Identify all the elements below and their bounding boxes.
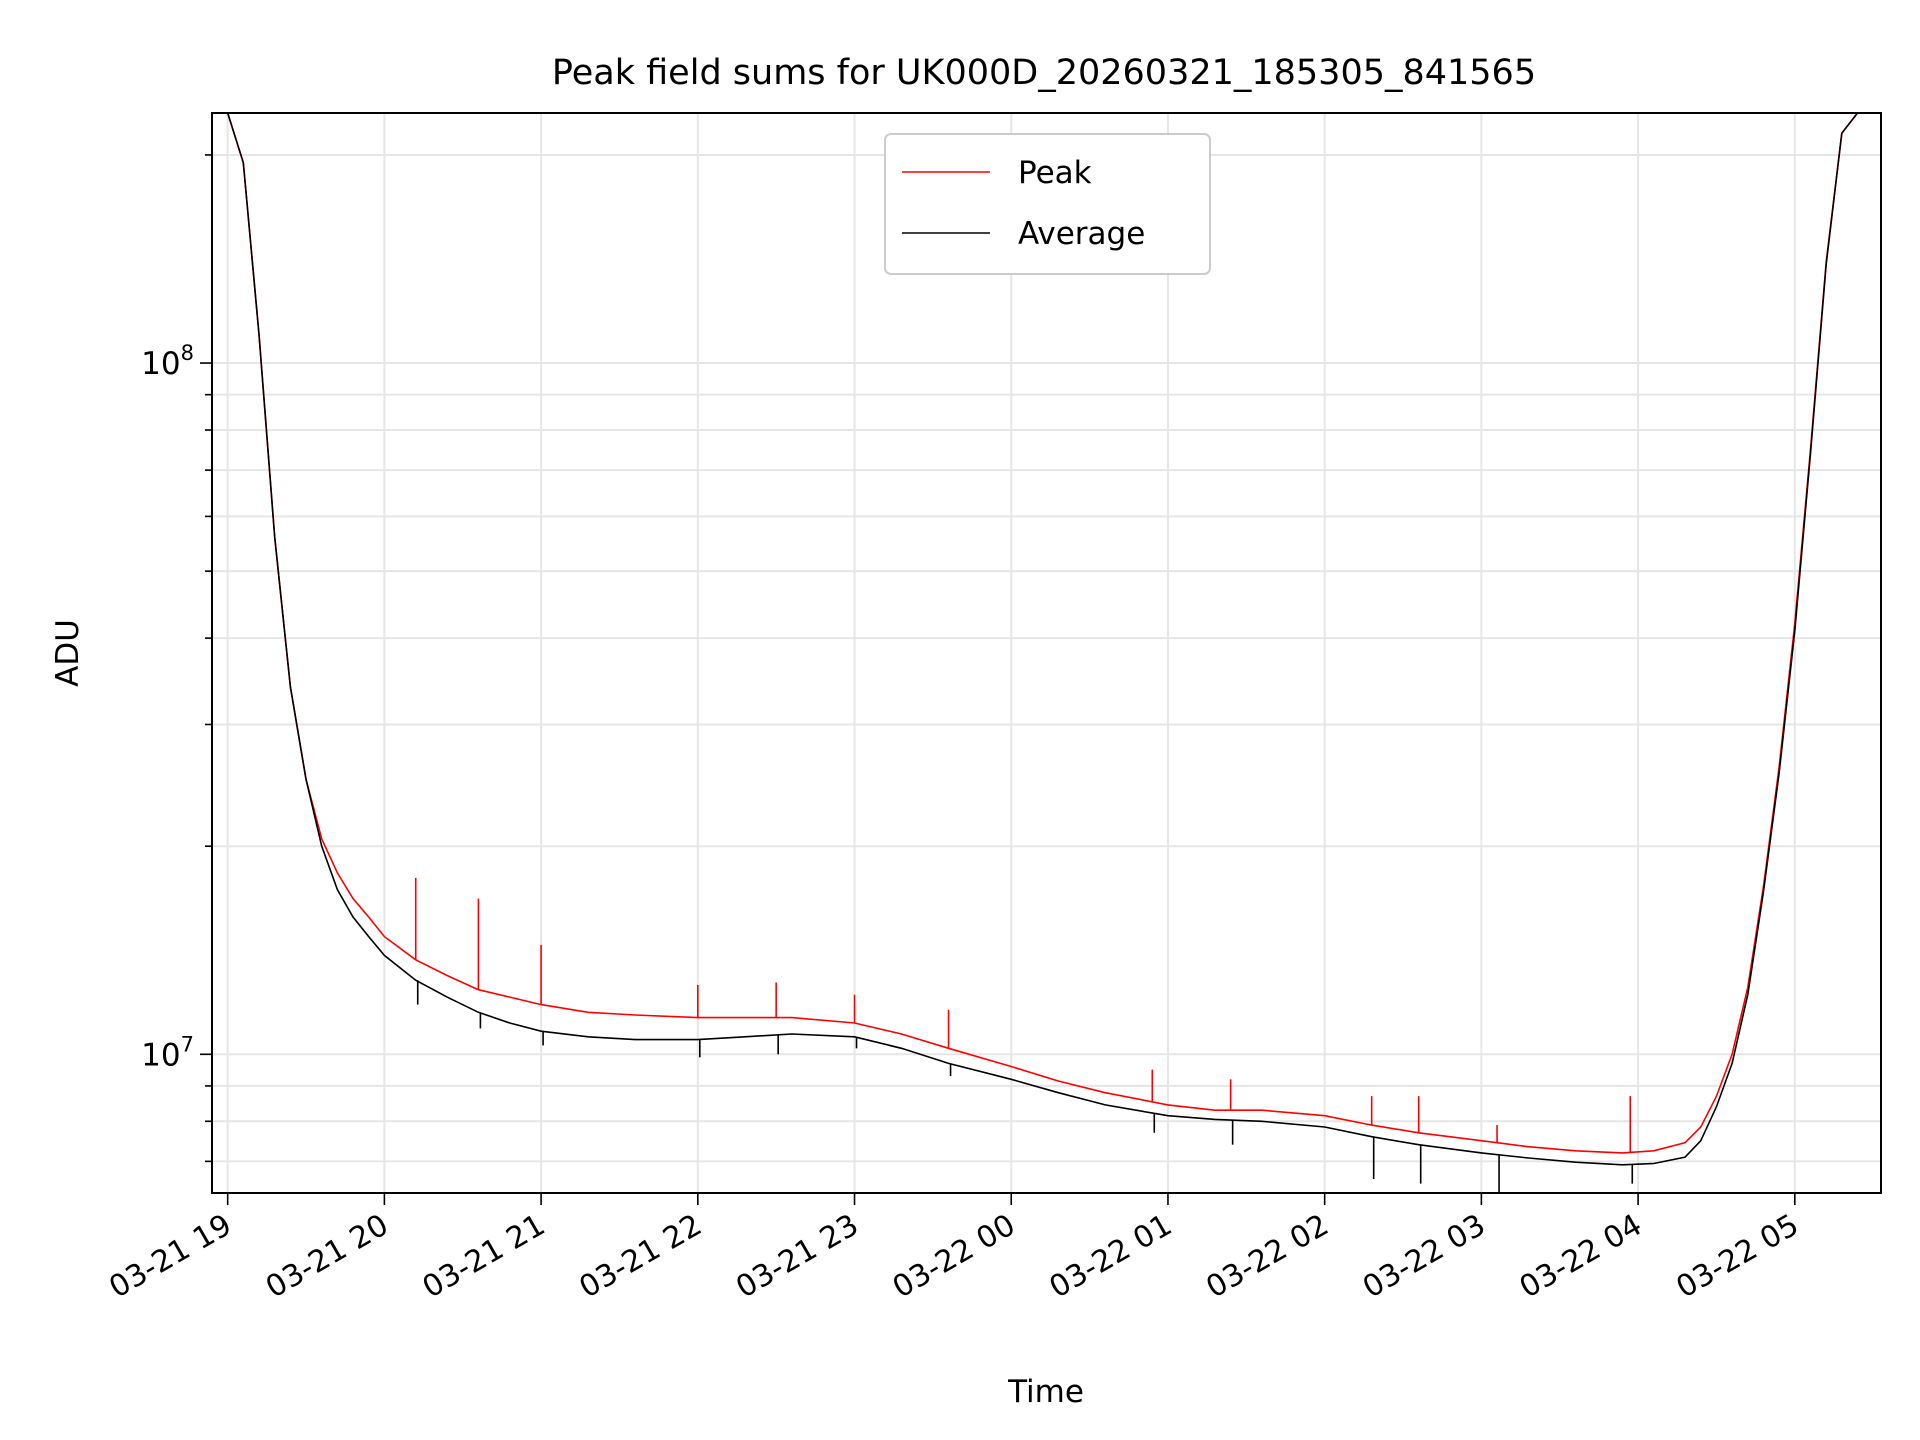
legend-peak-label: Peak [1018, 155, 1092, 191]
y-tick-label-0: 107 [141, 1032, 194, 1073]
x-axis-label: Time [1007, 1374, 1084, 1410]
legend-box [884, 133, 1211, 275]
y-axis-label: ADU [50, 619, 86, 687]
series-line-peak [226, 113, 1859, 1154]
y-axis: 107 108 [141, 154, 212, 1163]
legend: Peak Average [884, 133, 1211, 275]
grid [212, 113, 1881, 1193]
y-tick-label-1: 108 [141, 341, 194, 382]
chart-title: Peak field sums for UK000D_20260321_1853… [552, 53, 1536, 93]
plot-area-frame [211, 112, 1882, 1194]
legend-average-label: Average [1018, 216, 1145, 252]
series-line-average [226, 113, 1859, 1166]
series-layer [226, 113, 1859, 1193]
